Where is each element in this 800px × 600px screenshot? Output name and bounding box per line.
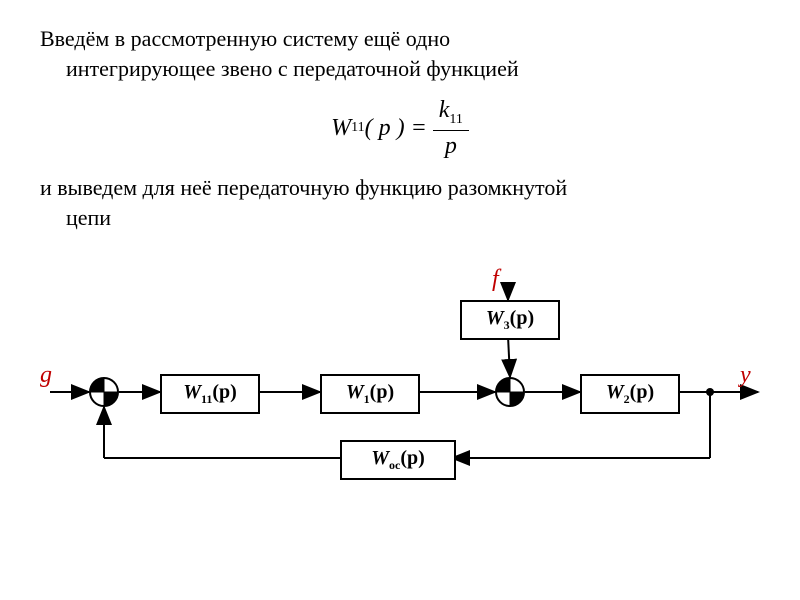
block-W11: W11(p) [160,374,260,414]
signal-g-label: g [40,362,52,389]
eq-num-k: k [439,97,450,123]
intro-paragraph: Введём в рассмотренную систему ещё одно … [40,24,760,83]
eq-fraction: k11 p [433,97,469,159]
summing-junction-2 [495,377,525,407]
intro-line-1: Введём в рассмотренную систему ещё одно [40,24,760,54]
signal-y-label: y [740,362,751,389]
block-Woc: Wос(p) [340,440,456,480]
outro-line-2: цепи [40,203,760,233]
summing-junction-1 [89,377,119,407]
transfer-function-equation: W11 ( p ) = k11 p [40,97,760,159]
outro-line-1: и выведем для неё передаточную функцию р… [40,173,760,203]
outro-paragraph: и выведем для неё передаточную функцию р… [40,173,760,232]
block-W1: W1(p) [320,374,420,414]
block-W3: W3(p) [460,300,560,340]
eq-arg: ( p ) = [365,115,427,142]
eq-num-sub: 11 [449,112,462,127]
block-diagram: g f y W11(p) W1(p) W2(p) W3(p) Wос(p) [40,242,760,512]
block-W2: W2(p) [580,374,680,414]
signal-f-label: f [492,266,499,293]
eq-den: p [439,133,463,159]
intro-line-2: интегрирующее звено с передаточной функц… [40,54,760,84]
eq-W-sub: 11 [351,120,364,136]
eq-W: W [331,115,351,142]
